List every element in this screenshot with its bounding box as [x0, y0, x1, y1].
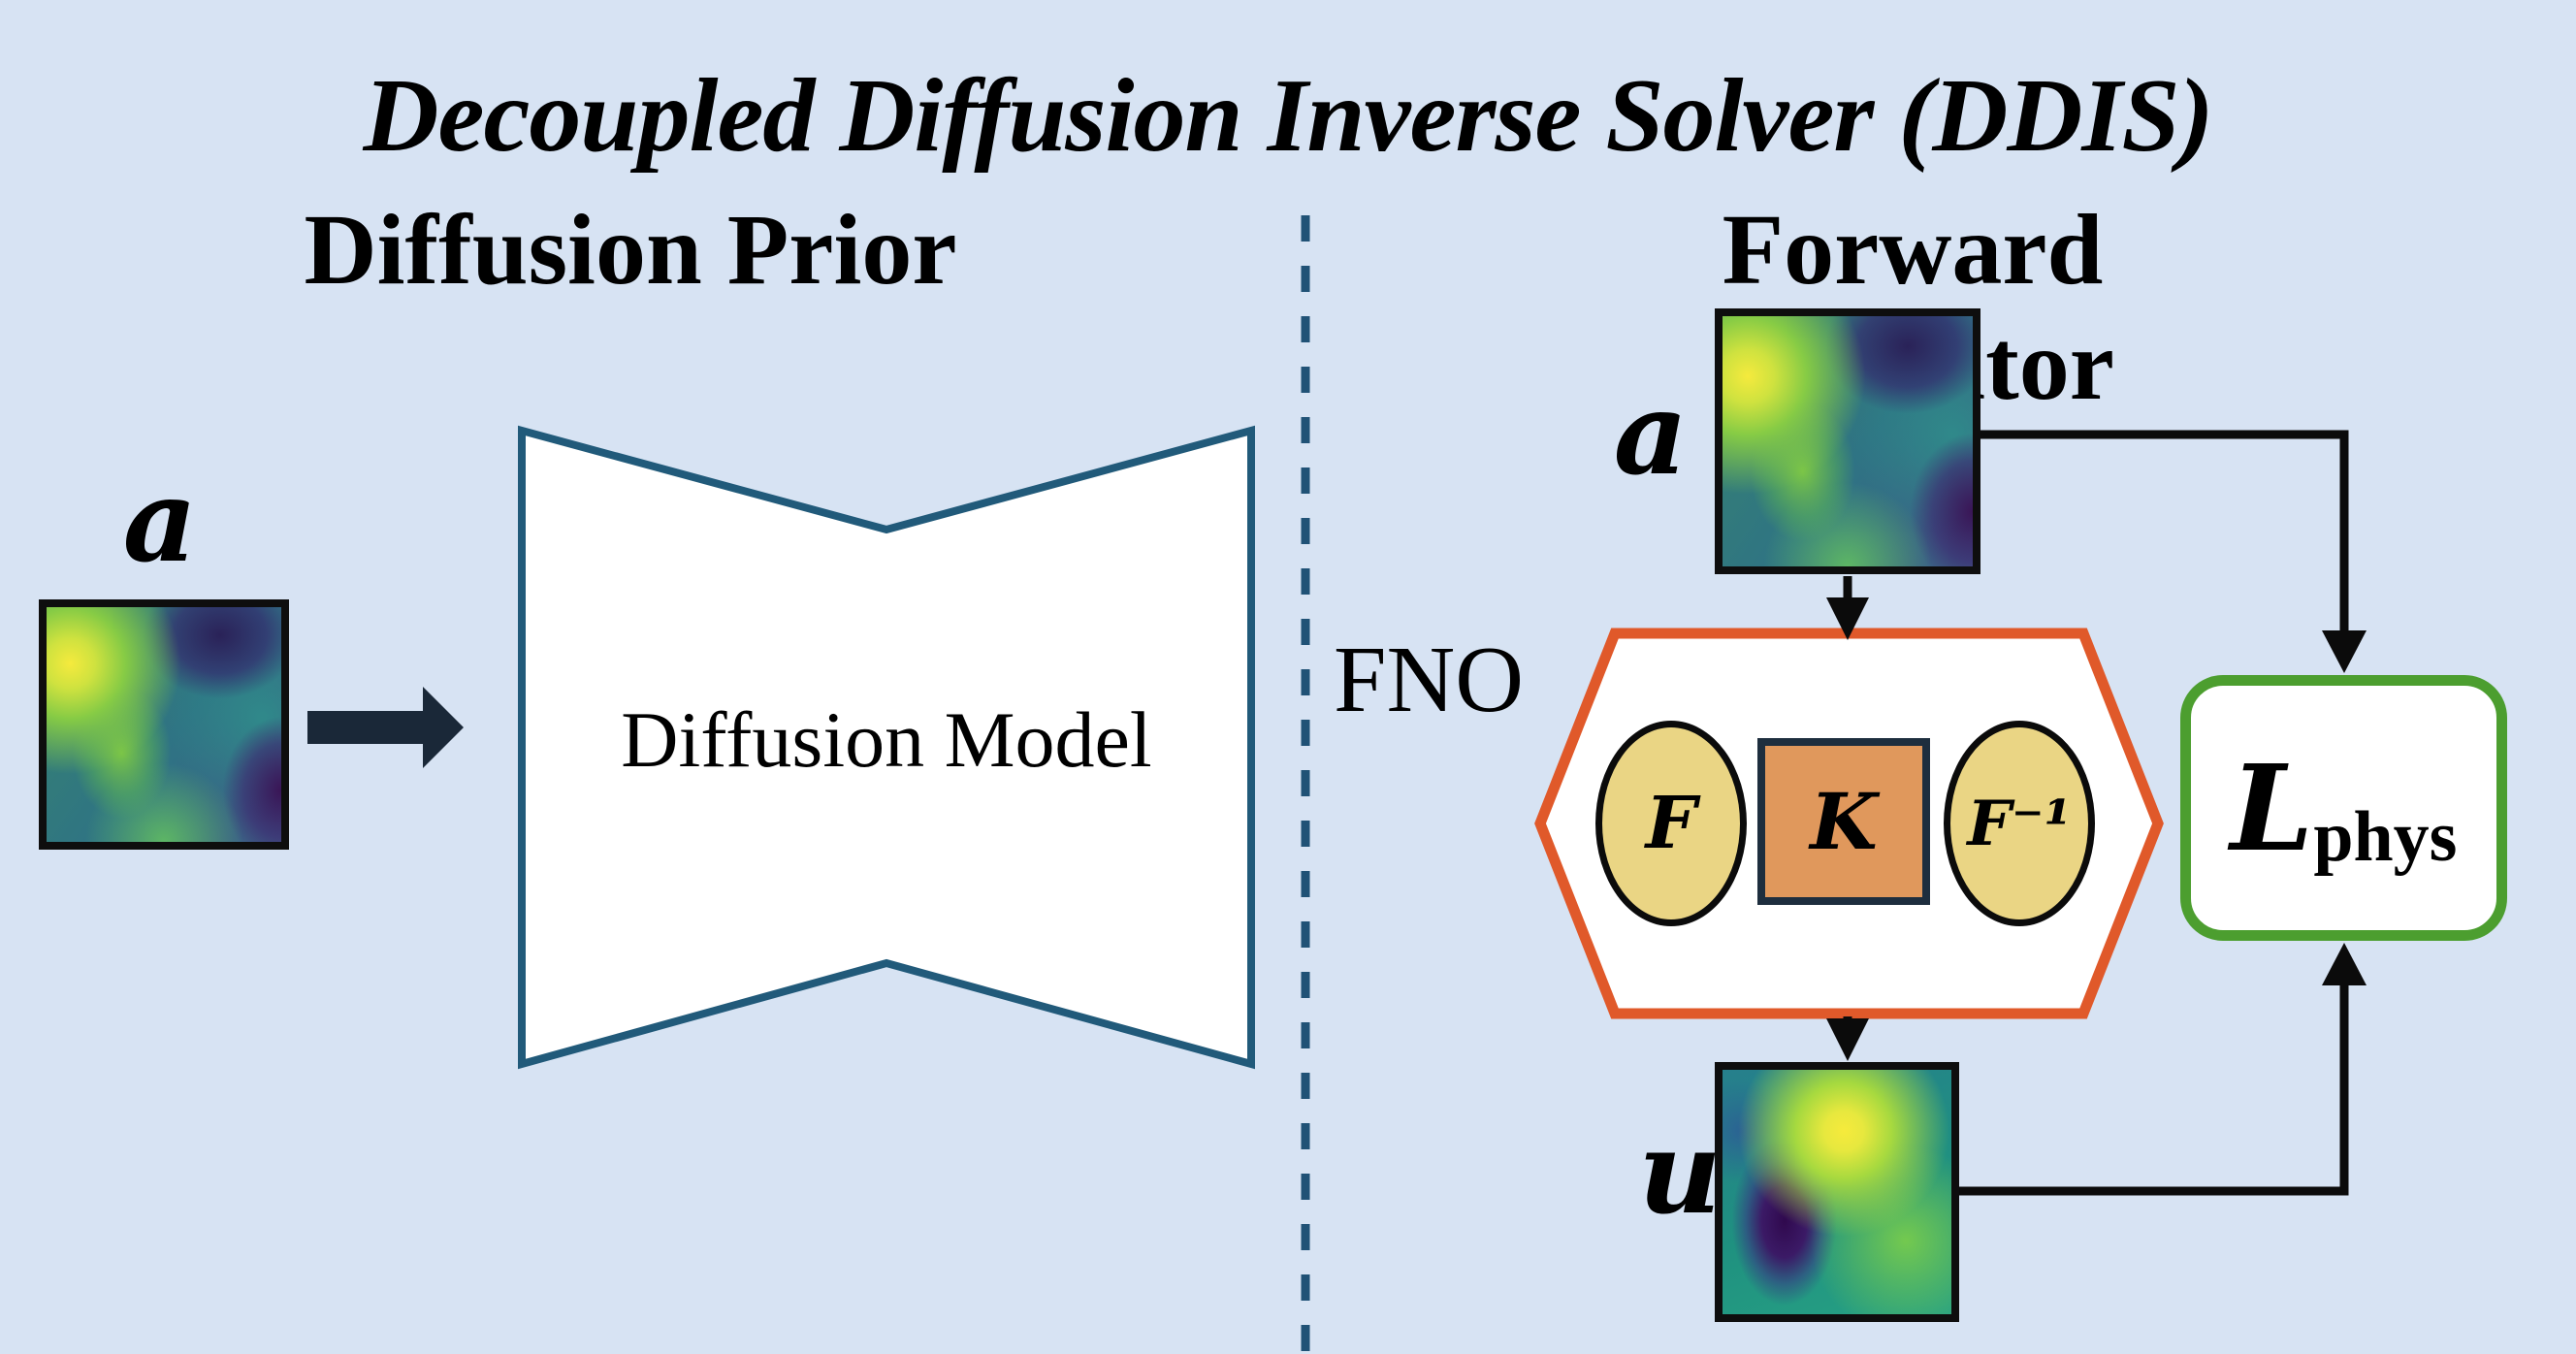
- coefficient-field-image-left: [39, 599, 289, 850]
- inverse-fourier-transform-label: F⁻¹: [1967, 787, 2072, 860]
- connector-u-to-loss: [1959, 943, 2367, 1196]
- fno-label: FNO: [1333, 628, 1525, 732]
- arrow-down-icon: [1826, 1018, 1869, 1061]
- label-a-right: a: [1613, 366, 1689, 500]
- label-u: u: [1638, 1105, 1722, 1240]
- loss-symbol: L: [2230, 738, 2314, 878]
- connector-fno-to-u: [1826, 1016, 1869, 1061]
- heading-diffusion-prior: Diffusion Prior: [304, 194, 957, 306]
- kernel-operator-label: K: [1810, 776, 1878, 867]
- fourier-transform-node: F: [1595, 721, 1747, 926]
- solution-field-image: [1715, 1062, 1959, 1322]
- arrow-down-icon: [2322, 630, 2367, 673]
- arrow-right-icon: [307, 687, 464, 768]
- figure-title: Decoupled Diffusion Inverse Solver (DDIS…: [363, 58, 2214, 174]
- connector-a-to-loss: [1980, 430, 2367, 673]
- arrow-up-icon: [2322, 943, 2367, 985]
- fourier-transform-label: F: [1645, 782, 1697, 865]
- diffusion-model-label: Diffusion Model: [621, 695, 1152, 784]
- arrow-down-icon: [1826, 597, 1869, 640]
- kernel-operator-node: K: [1757, 738, 1930, 905]
- diffusion-model-shape: [518, 425, 1255, 1070]
- loss-subscript: phys: [2313, 797, 2458, 877]
- connector-a-to-fno: [1826, 576, 1869, 640]
- inverse-fourier-transform-node: F⁻¹: [1944, 721, 2095, 926]
- label-a-left: a: [122, 453, 198, 588]
- coefficient-field-image-right: [1715, 308, 1980, 574]
